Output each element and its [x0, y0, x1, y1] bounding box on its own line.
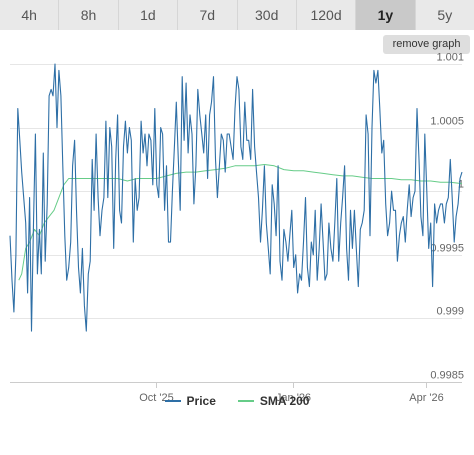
y-tick-label: 1	[458, 179, 464, 191]
y-tick-label: 1.0005	[430, 116, 464, 128]
tab-30d[interactable]: 30d	[237, 0, 297, 30]
tab-8h[interactable]: 8h	[59, 0, 119, 30]
price-series-line	[9, 63, 463, 332]
y-tick-label: 0.9995	[430, 243, 464, 255]
sma-series-line	[18, 164, 463, 281]
legend-label-sma: SMA 200	[259, 394, 310, 408]
tab-120d[interactable]: 120d	[296, 0, 357, 30]
x-tick-label: Jan '26	[276, 392, 311, 404]
x-tick-label: Apr '26	[409, 392, 444, 404]
tab-1d[interactable]: 1d	[118, 0, 179, 30]
time-range-tabs: 4h 8h 1d 7d 30d 120d 1y 5y	[0, 0, 474, 30]
y-tick-label: 0.999	[436, 306, 464, 318]
legend-label-price: Price	[186, 394, 216, 408]
legend-item-sma[interactable]: SMA 200	[237, 394, 310, 408]
chart-legend: Price SMA 200	[0, 392, 474, 410]
remove-graph-button[interactable]: remove graph	[383, 35, 470, 54]
legend-swatch-sma	[237, 400, 254, 402]
tab-5y[interactable]: 5y	[415, 0, 474, 30]
y-tick-label: 1.001	[436, 52, 464, 64]
tab-4h[interactable]: 4h	[0, 0, 60, 30]
legend-swatch-price	[164, 400, 181, 402]
tab-7d[interactable]: 7d	[178, 0, 238, 30]
chart-grid	[10, 64, 462, 383]
chart-series	[9, 63, 463, 332]
y-tick-label: 0.9985	[430, 370, 464, 382]
legend-item-price[interactable]: Price	[164, 394, 216, 408]
tab-1y[interactable]: 1y	[356, 0, 416, 30]
y-axis-labels: 1.001 1.0005 1 0.9995 0.999 0.9985	[430, 52, 464, 382]
